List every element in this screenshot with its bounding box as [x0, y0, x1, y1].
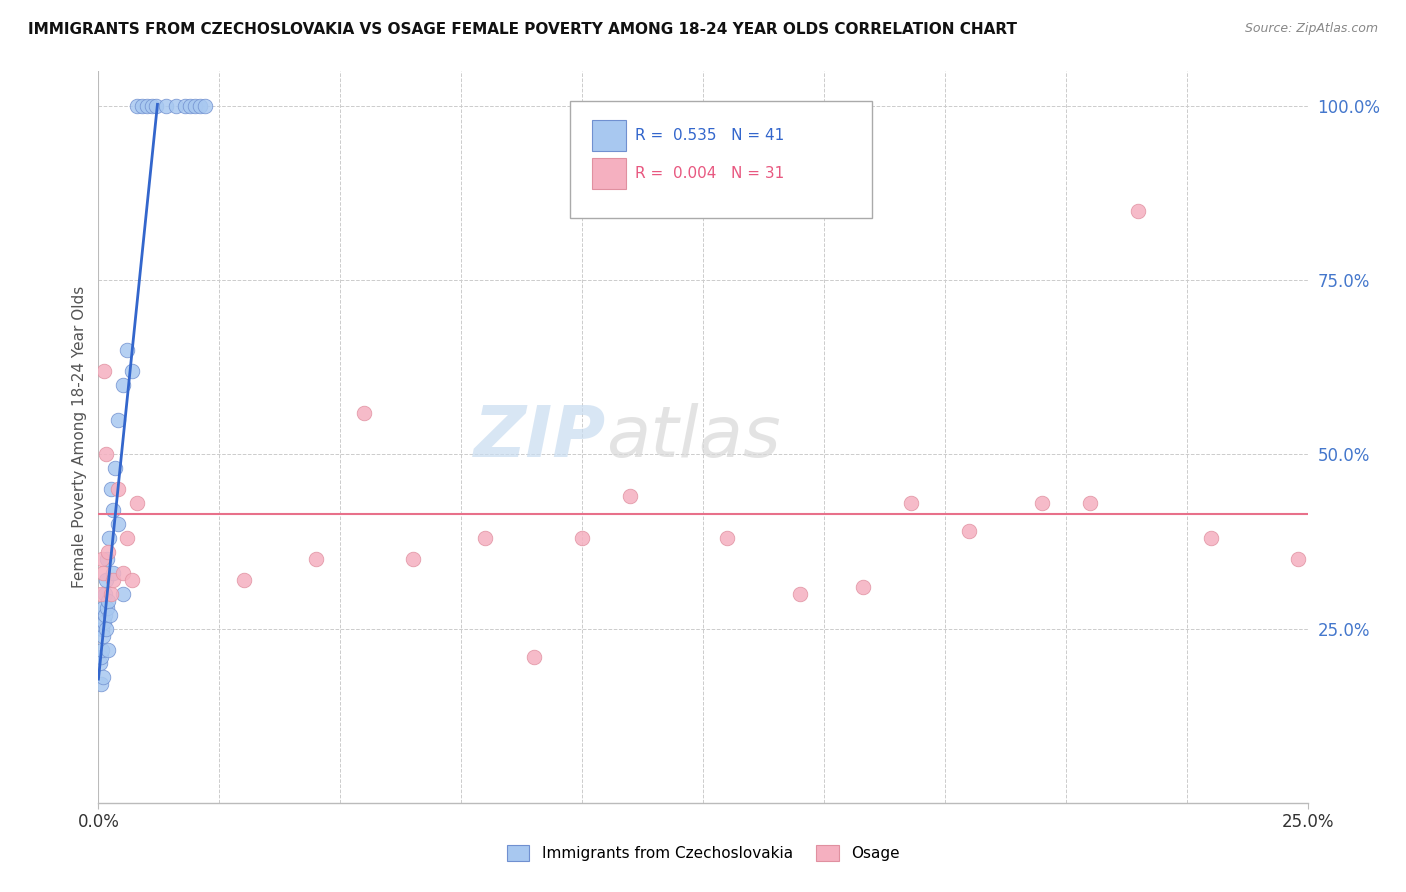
Point [127, 99, 149, 113]
Point [900, 496, 922, 510]
Text: ZIP: ZIP [474, 402, 606, 472]
Point [523, 649, 546, 664]
Point [1128, 203, 1150, 218]
Text: R =  0.004   N = 31: R = 0.004 N = 31 [636, 166, 785, 181]
Point [100, 483, 122, 497]
Point [104, 461, 127, 475]
Y-axis label: Female Poverty Among 18-24 Year Olds: Female Poverty Among 18-24 Year Olds [72, 286, 87, 588]
Point [117, 343, 139, 357]
Point [121, 364, 143, 378]
Point [184, 99, 207, 113]
Point [90, 587, 112, 601]
Point [1286, 552, 1309, 566]
Point [174, 99, 197, 113]
Point [91, 642, 114, 657]
Point [165, 99, 187, 113]
Point [957, 524, 980, 538]
Point [90, 649, 112, 664]
Point [155, 99, 177, 113]
Point [107, 517, 129, 532]
Point [107, 412, 129, 426]
Point [121, 573, 143, 587]
Text: R =  0.535   N = 41: R = 0.535 N = 41 [636, 128, 785, 144]
Point [91, 600, 114, 615]
Point [93, 587, 115, 601]
FancyBboxPatch shape [592, 120, 626, 151]
Point [111, 377, 134, 392]
Point [93, 364, 115, 378]
Point [111, 587, 134, 601]
FancyBboxPatch shape [592, 159, 626, 189]
Point [89, 657, 111, 671]
Point [91, 566, 114, 580]
Point [789, 587, 811, 601]
Point [716, 531, 738, 545]
Text: atlas: atlas [606, 402, 780, 472]
Point [188, 99, 211, 113]
Point [94, 622, 117, 636]
Point [90, 622, 112, 636]
Point [97, 594, 120, 608]
Point [98, 531, 121, 545]
Point [145, 99, 167, 113]
Point [1078, 496, 1101, 510]
Point [127, 496, 149, 510]
Point [101, 573, 124, 587]
Point [141, 99, 163, 113]
Point [97, 642, 120, 657]
Point [100, 587, 122, 601]
Point [93, 615, 115, 629]
Legend: Immigrants from Czechoslovakia, Osage: Immigrants from Czechoslovakia, Osage [506, 845, 900, 861]
Point [91, 629, 114, 643]
Point [474, 531, 496, 545]
Point [179, 99, 201, 113]
Text: IMMIGRANTS FROM CZECHOSLOVAKIA VS OSAGE FEMALE POVERTY AMONG 18-24 YEAR OLDS COR: IMMIGRANTS FROM CZECHOSLOVAKIA VS OSAGE … [28, 22, 1017, 37]
Point [107, 483, 129, 497]
Point [101, 503, 124, 517]
Point [101, 566, 124, 580]
Point [1031, 496, 1053, 510]
Point [90, 677, 112, 691]
Point [131, 99, 153, 113]
Point [402, 552, 425, 566]
Point [96, 573, 118, 587]
Point [91, 552, 114, 566]
Point [98, 607, 121, 622]
Point [232, 573, 254, 587]
Point [111, 566, 134, 580]
Point [94, 607, 117, 622]
Point [852, 580, 875, 594]
Point [94, 448, 117, 462]
Point [96, 552, 118, 566]
FancyBboxPatch shape [569, 101, 872, 218]
Point [353, 406, 375, 420]
Point [135, 99, 157, 113]
Point [305, 552, 328, 566]
Point [619, 489, 641, 503]
Point [571, 531, 593, 545]
Point [117, 531, 139, 545]
Point [96, 600, 118, 615]
Point [97, 545, 120, 559]
Point [1199, 531, 1222, 545]
Text: Source: ZipAtlas.com: Source: ZipAtlas.com [1244, 22, 1378, 36]
Point [91, 670, 114, 684]
Point [194, 99, 217, 113]
